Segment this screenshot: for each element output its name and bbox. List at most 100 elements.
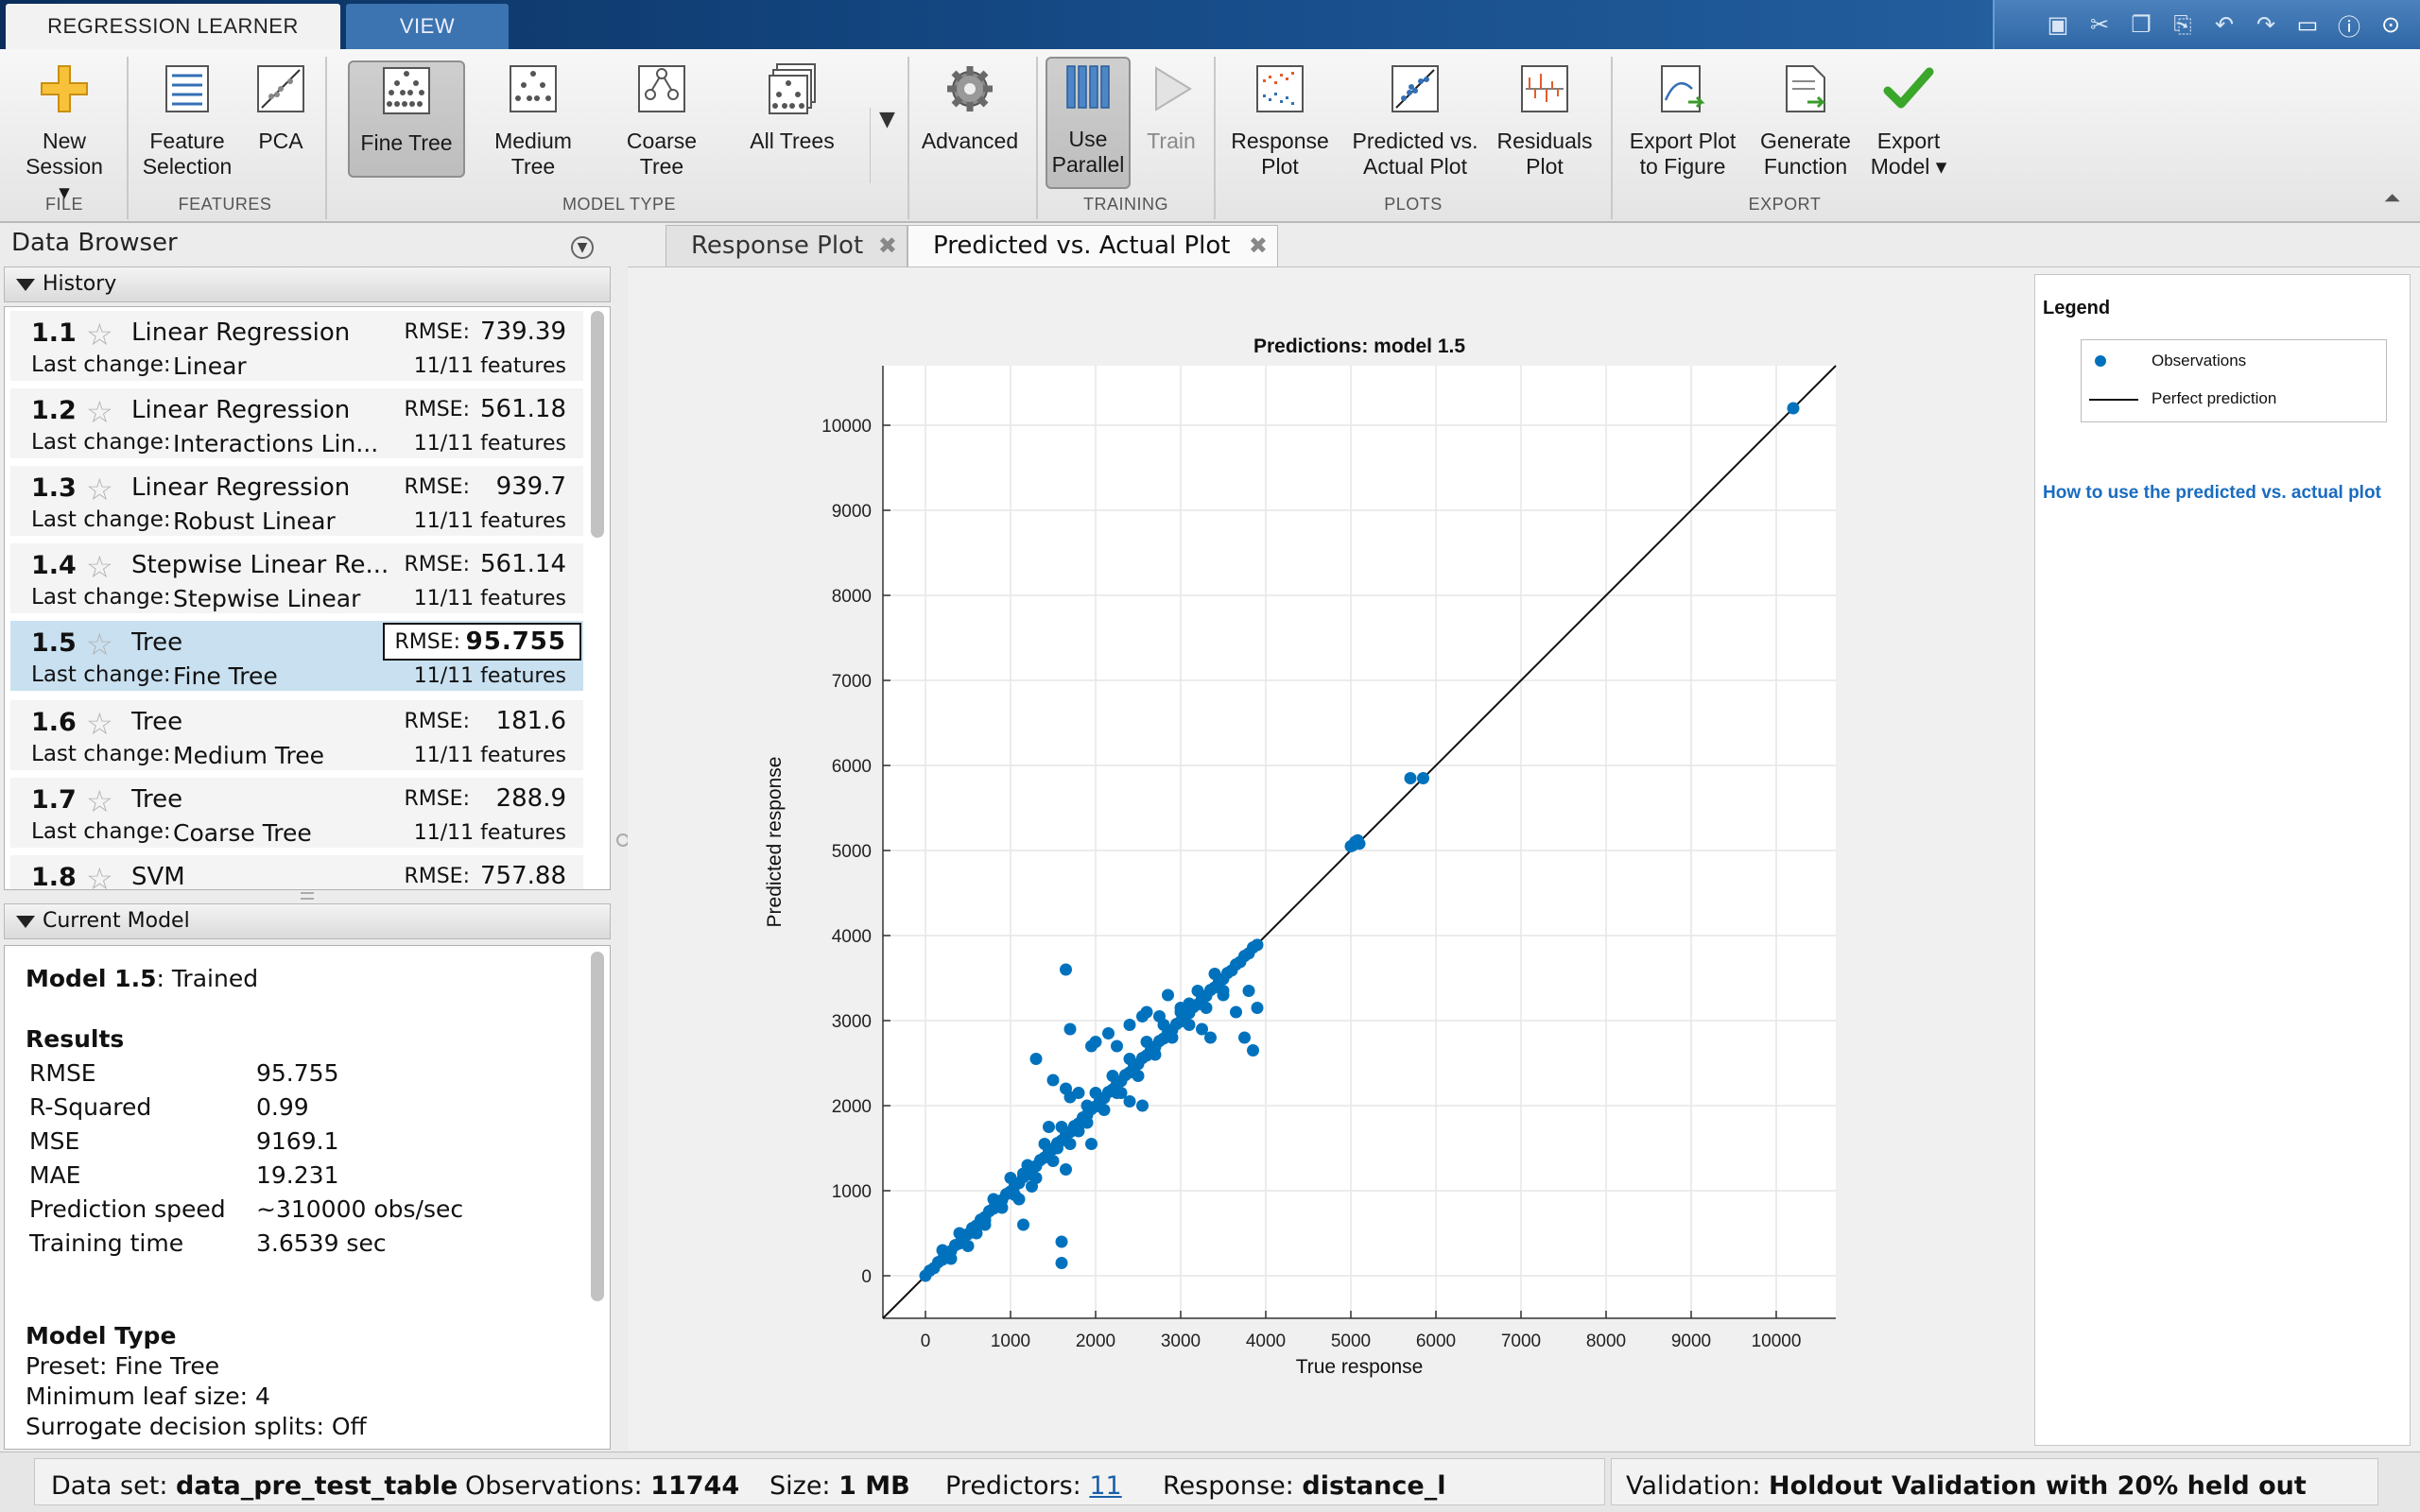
medium-tree-icon xyxy=(510,65,557,112)
history-item[interactable]: 1.6 ☆ Tree RMSE: 181.6 Last change: Medium Tre… xyxy=(10,700,583,774)
export-model-button[interactable]: Export Model ▾ xyxy=(1864,60,1953,202)
observation-point xyxy=(978,1214,992,1227)
observation-point xyxy=(1166,1031,1179,1044)
panel-menu-icon[interactable]: ▼ xyxy=(571,236,594,259)
observation-point xyxy=(1085,1138,1098,1150)
response-plot-button[interactable]: Response Plot xyxy=(1221,60,1339,202)
plus-icon xyxy=(41,65,88,112)
expand-icon[interactable]: ⊙ xyxy=(2380,11,2401,38)
y-tick-label: 2000 xyxy=(832,1097,872,1117)
splitter-handle[interactable] xyxy=(301,892,314,900)
train-button[interactable]: Train xyxy=(1138,60,1204,202)
collapse-ribbon-icon[interactable]: ⏶ xyxy=(2384,187,2401,211)
last-change-value: Robust Linear xyxy=(173,507,336,535)
history-item[interactable]: 1.2 ☆ Linear Regression RMSE: 561.18 Last cha… xyxy=(10,388,583,462)
coarse-tree-label: Coarse Tree xyxy=(626,129,698,179)
save-icon[interactable]: ▣ xyxy=(2047,11,2069,38)
legend-perfect-prediction: Perfect prediction xyxy=(2152,389,2277,407)
observation-point xyxy=(1089,1087,1102,1099)
history-item[interactable]: 1.1 ☆ Linear Regression RMSE: 739.39 Last cha… xyxy=(10,311,583,385)
status-bar: Data set: data_pre_test_table Observatio… xyxy=(0,1452,2420,1512)
history-list[interactable]: 1.1 ☆ Linear Regression RMSE: 739.39 Last cha… xyxy=(4,306,611,890)
model-type: Stepwise Linear Re... xyxy=(131,551,389,579)
history-label: History xyxy=(43,272,117,296)
observation-point xyxy=(970,1227,983,1240)
residuals-plot-button[interactable]: Residuals Plot xyxy=(1492,60,1598,202)
rmse-value: 561.18 xyxy=(480,395,566,423)
predicted-vs-actual-plot-button[interactable]: Predicted vs. Actual Plot xyxy=(1346,60,1484,202)
observation-point xyxy=(1247,1044,1259,1057)
gallery-expand-arrow[interactable]: ▼ xyxy=(870,108,904,183)
response-plot-icon xyxy=(1256,65,1304,112)
y-tick-label: 7000 xyxy=(832,672,872,692)
star-icon[interactable]: ☆ xyxy=(86,783,113,819)
help-icon[interactable]: ⓘ xyxy=(2338,13,2360,41)
feature-selection-button[interactable]: Feature Selection xyxy=(134,60,240,202)
result-value: ~310000 obs/sec xyxy=(256,1195,464,1223)
tab-predicted-vs-actual[interactable]: Predicted vs. Actual Plot ✖ xyxy=(908,225,1278,266)
star-icon[interactable]: ☆ xyxy=(86,317,113,352)
tab-response-plot[interactable]: Response Plot ✖ xyxy=(666,225,908,266)
redo-icon[interactable]: ↷ xyxy=(2256,11,2276,38)
min-leaf-size: Minimum leaf size: 4 xyxy=(26,1383,270,1410)
tab-view[interactable]: VIEW xyxy=(346,4,509,49)
copy-icon[interactable]: ❐ xyxy=(2131,11,2152,38)
window-layout-icon[interactable]: ▭ xyxy=(2296,11,2319,38)
fine-tree-button[interactable]: Fine Tree xyxy=(348,60,465,178)
advanced-button[interactable]: Advanced xyxy=(913,60,1027,202)
history-section-header[interactable]: History xyxy=(4,266,611,302)
star-icon[interactable]: ☆ xyxy=(86,472,113,507)
close-icon[interactable]: ✖ xyxy=(877,232,897,259)
result-key: R-Squared xyxy=(29,1093,152,1121)
current-model-section-header[interactable]: Current Model xyxy=(4,903,611,939)
feature-count: 11/11 features xyxy=(413,354,566,378)
predicted-vs-actual-chart[interactable]: 0 1000 2000 3000 4000 5000 6000 7000 8000 9000 100… xyxy=(628,267,2027,1439)
x-tick-label: 9000 xyxy=(1671,1332,1711,1351)
undo-icon[interactable]: ↶ xyxy=(2214,11,2235,38)
medium-tree-button[interactable]: Medium Tree xyxy=(473,60,594,202)
all-trees-button[interactable]: All Trees xyxy=(730,60,855,202)
observation-point xyxy=(1183,1019,1196,1031)
predictors-link[interactable]: 11 xyxy=(1089,1471,1122,1501)
observation-point xyxy=(1055,1257,1068,1269)
use-parallel-button[interactable]: Use Parallel xyxy=(1046,57,1131,189)
paste-icon[interactable]: ⎘ xyxy=(2173,11,2192,38)
star-icon[interactable]: ☆ xyxy=(86,549,113,585)
pca-label: PCA xyxy=(258,129,303,153)
y-tick-label: 6000 xyxy=(832,757,872,777)
star-icon[interactable]: ☆ xyxy=(86,706,113,742)
observation-point xyxy=(1200,1002,1213,1014)
x-tick-label: 8000 xyxy=(1586,1332,1626,1351)
predicted-vs-actual-label: Predicted vs. Actual Plot xyxy=(1352,129,1478,179)
history-item[interactable]: 1.4 ☆ Stepwise Linear Re... RMSE: 561.14 Last… xyxy=(10,543,583,617)
export-plot-label: Export Plot to Figure xyxy=(1629,129,1737,179)
star-icon[interactable]: ☆ xyxy=(86,861,113,890)
model-number: 1.2 xyxy=(31,396,77,425)
cut-icon[interactable]: ✂ xyxy=(2089,11,2110,38)
model-number: 1.1 xyxy=(31,318,77,348)
history-item[interactable]: 1.8 ☆ SVM RMSE: 757.88 xyxy=(10,855,583,890)
observation-point xyxy=(961,1240,975,1252)
result-value: 3.6539 sec xyxy=(256,1229,387,1257)
dataset-info xyxy=(34,1458,1605,1505)
generate-function-button[interactable]: Generate Function xyxy=(1753,60,1858,202)
new-session-button[interactable]: New Session ▾ xyxy=(6,60,123,204)
history-scrollbar[interactable] xyxy=(591,311,604,538)
export-plot-to-figure-button[interactable]: Export Plot to Figure xyxy=(1618,60,1747,202)
divider xyxy=(1611,57,1613,219)
coarse-tree-button[interactable]: Coarse Tree xyxy=(601,60,722,202)
pca-button[interactable]: PCA xyxy=(248,60,314,202)
star-icon[interactable]: ☆ xyxy=(86,627,113,662)
x-tick-label: 5000 xyxy=(1331,1332,1371,1351)
model-type: Tree xyxy=(131,708,183,736)
tab-regression-learner[interactable]: REGRESSION LEARNER xyxy=(6,4,340,49)
history-item[interactable]: 1.5 ☆ Tree RMSE: 95.755 Last change: Fine Tree… xyxy=(10,621,583,695)
current-model-scrollbar[interactable] xyxy=(591,952,604,1301)
help-link[interactable]: How to use the predicted vs. actual plot xyxy=(2043,483,2381,503)
star-icon[interactable]: ☆ xyxy=(86,394,113,430)
close-icon[interactable]: ✖ xyxy=(1248,232,1268,259)
observation-point xyxy=(1787,402,1800,415)
observation-point xyxy=(944,1252,958,1265)
history-item[interactable]: 1.7 ☆ Tree RMSE: 288.9 Last change: Coarse Tre… xyxy=(10,778,583,851)
history-item[interactable]: 1.3 ☆ Linear Regression RMSE: 939.7 Last chan… xyxy=(10,466,583,540)
